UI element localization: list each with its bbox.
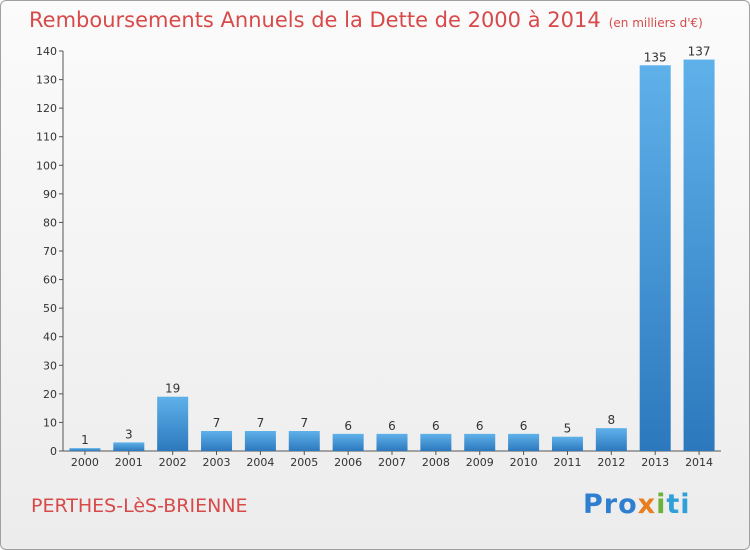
bar-value-label: 5 xyxy=(564,422,572,436)
x-tick-label: 2008 xyxy=(422,456,450,469)
x-tick-label: 2014 xyxy=(685,456,713,469)
y-tick-label: 0 xyxy=(50,445,57,458)
x-tick-label: 2006 xyxy=(334,456,362,469)
x-tick-label: 2012 xyxy=(597,456,625,469)
y-tick-label: 120 xyxy=(36,102,57,115)
bar-value-label: 8 xyxy=(608,413,616,427)
bar-2004 xyxy=(244,431,276,451)
y-tick-label: 140 xyxy=(36,45,57,58)
y-tick-label: 130 xyxy=(36,74,57,87)
logo-part-3: i xyxy=(656,489,667,520)
chart-title-text: Remboursements Annuels de la Dette de 20… xyxy=(29,8,601,32)
y-tick-label: 60 xyxy=(43,274,57,287)
bar-2009 xyxy=(464,433,496,451)
bar-value-label: 6 xyxy=(344,419,352,433)
y-tick-label: 80 xyxy=(43,216,57,229)
y-tick-label: 110 xyxy=(36,131,57,144)
x-tick-label: 2013 xyxy=(641,456,669,469)
x-axis: 2000 2001 2002 2003 2004 2005 2006 2007 2008 2009… xyxy=(63,450,721,469)
x-tick-label: 2010 xyxy=(510,456,538,469)
y-tick-label: 50 xyxy=(43,302,57,315)
bar-value-label: 7 xyxy=(300,416,308,430)
logo-part-1: Pro xyxy=(583,489,638,520)
bar-2005 xyxy=(288,431,320,451)
logo-part-4: ti xyxy=(666,489,691,520)
y-tick-label: 20 xyxy=(43,388,57,401)
y-axis: 0 10 20 30 40 50 60 70 80 90 100 110 120 130 140 xyxy=(36,45,64,458)
bar-2007 xyxy=(376,433,408,451)
bar-2008 xyxy=(420,433,452,451)
bar-2006 xyxy=(332,433,364,451)
bars: 1 3 19 7 7 7 6 6 6 6 6 5 8 135 137 xyxy=(69,45,715,452)
bar-value-label: 7 xyxy=(213,416,221,430)
bar-2013 xyxy=(639,65,671,452)
x-tick-label: 2009 xyxy=(466,456,494,469)
bar-value-label: 135 xyxy=(644,50,667,64)
bar-2011 xyxy=(551,436,583,451)
y-tick-label: 100 xyxy=(36,159,57,172)
bar-value-label: 6 xyxy=(476,419,484,433)
x-tick-label: 2004 xyxy=(246,456,274,469)
chart-title: Remboursements Annuels de la Dette de 20… xyxy=(29,8,703,32)
bar-value-label: 137 xyxy=(688,45,711,59)
bar-2014 xyxy=(683,59,715,451)
commune-name: PERTHES-LèS-BRIENNE xyxy=(31,495,248,517)
x-tick-label: 2007 xyxy=(378,456,406,469)
y-tick-label: 30 xyxy=(43,359,57,372)
x-tick-label: 2005 xyxy=(290,456,318,469)
bar-value-label: 7 xyxy=(257,416,265,430)
bar-2012 xyxy=(595,428,627,451)
chart-unit-note: (en milliers d'€) xyxy=(608,16,703,30)
bar-value-label: 19 xyxy=(165,382,180,396)
bar-value-label: 3 xyxy=(125,427,133,441)
x-tick-label: 2003 xyxy=(203,456,231,469)
logo-part-2: x xyxy=(637,489,657,520)
bar-value-label: 6 xyxy=(432,419,440,433)
y-tick-label: 70 xyxy=(43,245,57,258)
x-tick-label: 2001 xyxy=(115,456,143,469)
proxiti-logo: Proxiti xyxy=(583,489,691,520)
bar-2003 xyxy=(201,431,233,451)
bar-value-label: 6 xyxy=(388,419,396,433)
y-tick-label: 40 xyxy=(43,331,57,344)
bar-2002 xyxy=(157,396,189,451)
x-tick-label: 2011 xyxy=(553,456,581,469)
bar-value-label: 6 xyxy=(520,419,528,433)
y-tick-label: 10 xyxy=(43,416,57,429)
bar-2010 xyxy=(508,433,540,451)
x-tick-label: 2002 xyxy=(159,456,187,469)
bar-value-label: 1 xyxy=(81,433,89,447)
y-tick-label: 90 xyxy=(43,188,57,201)
bar-2000 xyxy=(69,448,101,451)
x-tick-label: 2000 xyxy=(71,456,99,469)
bar-2001 xyxy=(113,442,145,451)
